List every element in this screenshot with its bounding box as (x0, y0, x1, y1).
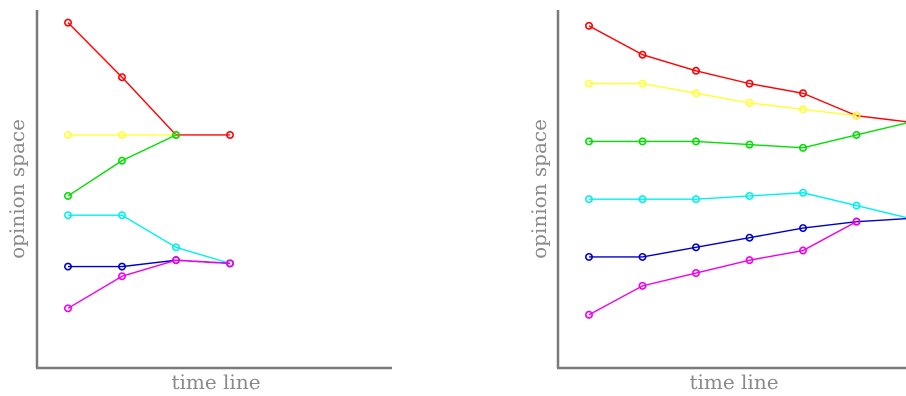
y-axis-label: opinion space (527, 119, 551, 259)
data-point (638, 195, 647, 204)
data-point (638, 50, 647, 59)
x-axis-label: time line (171, 370, 260, 394)
data-point (745, 233, 754, 242)
series-line (588, 221, 857, 316)
data-point (798, 188, 807, 197)
series-line (589, 122, 906, 149)
series-line (589, 82, 857, 117)
series-line (588, 25, 906, 123)
data-point (172, 130, 181, 139)
data-point (691, 89, 700, 98)
data-point (584, 137, 593, 146)
data-point (118, 211, 127, 220)
chart-left: time line opinion space (5, 10, 392, 394)
data-point (691, 243, 700, 252)
data-point (584, 79, 593, 88)
series-line (68, 214, 231, 265)
data-point (584, 252, 593, 261)
data-point (226, 259, 235, 268)
data-point (638, 137, 647, 146)
data-point (226, 130, 235, 139)
data-point (852, 217, 861, 226)
series-line (68, 259, 231, 268)
data-point (745, 79, 754, 88)
data-point (691, 137, 700, 146)
data-point (798, 224, 807, 233)
data-point (584, 21, 593, 30)
data-point (798, 143, 807, 152)
series-line (67, 22, 230, 136)
data-point (745, 98, 754, 107)
data-point (118, 156, 127, 165)
data-point (745, 191, 754, 200)
series-line (67, 134, 177, 197)
data-point (745, 256, 754, 265)
data-point (118, 272, 127, 281)
data-point (64, 191, 73, 200)
data-point (638, 281, 647, 290)
data-point (852, 111, 861, 120)
data-point (638, 252, 647, 261)
data-point (64, 262, 73, 271)
data-point (798, 246, 807, 255)
data-point (852, 201, 861, 210)
data-point (798, 89, 807, 98)
data-point (691, 195, 700, 204)
chart-marks (584, 21, 906, 319)
data-point (745, 140, 754, 149)
chart-right: time line opinion space (527, 10, 906, 394)
series-line (589, 192, 906, 219)
data-point (584, 195, 593, 204)
chart-marks (64, 18, 235, 313)
data-point (64, 130, 73, 139)
x-axis-label: time line (689, 370, 778, 394)
data-point (691, 269, 700, 278)
data-point (638, 79, 647, 88)
data-point (172, 256, 181, 265)
data-point (64, 211, 73, 220)
data-point (118, 73, 127, 82)
data-point (172, 243, 181, 252)
data-point (118, 262, 127, 271)
data-point (64, 18, 73, 27)
data-point (691, 66, 700, 75)
y-axis-label: opinion space (5, 119, 29, 259)
data-point (118, 130, 127, 139)
data-point (798, 105, 807, 114)
data-point (584, 310, 593, 319)
data-point (64, 304, 73, 313)
data-point (852, 130, 861, 139)
series-line (67, 259, 231, 309)
